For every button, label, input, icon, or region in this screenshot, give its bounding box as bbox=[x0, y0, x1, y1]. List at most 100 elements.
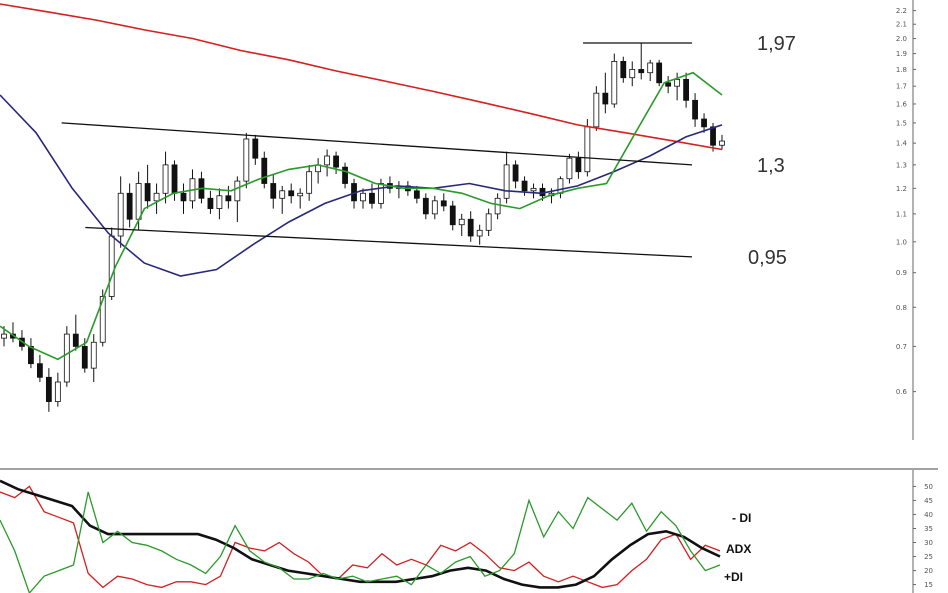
candle-body bbox=[656, 62, 663, 84]
indicator-legend: - DI ADX +DI bbox=[724, 511, 751, 584]
candle-body bbox=[431, 200, 438, 215]
price-panel: 2.2 2.1 2.0 1.9 1.8 1.7 1.6 1.5 1.4 1.3 1.2 1.1 1.0 0… bbox=[0, 0, 916, 440]
price-axis-tick-label: 1.2 bbox=[896, 185, 907, 193]
indicator-axis-tick-label: 15 bbox=[924, 581, 933, 589]
candle-body bbox=[422, 197, 429, 215]
moving-average-line bbox=[0, 94, 723, 277]
price-axis-tick-label: 1.3 bbox=[896, 161, 907, 169]
candle-body bbox=[602, 92, 609, 105]
candle-body bbox=[360, 192, 366, 202]
price-axis-tick-label: 2.0 bbox=[896, 35, 907, 43]
candle-body bbox=[342, 166, 348, 184]
indicator-axis-tick-label: 35 bbox=[924, 525, 933, 533]
price-axis: 2.2 2.1 2.0 1.9 1.8 1.7 1.6 1.5 1.4 1.3 1.2 1.1 1.0 0… bbox=[896, 0, 916, 440]
candle-body bbox=[243, 138, 250, 182]
candle-body bbox=[665, 82, 672, 87]
candle-body bbox=[413, 190, 420, 199]
candle-body bbox=[144, 183, 151, 202]
candle-body bbox=[45, 376, 52, 402]
candle-body bbox=[225, 195, 232, 202]
candle-body bbox=[710, 126, 716, 146]
candle-body bbox=[485, 213, 492, 231]
candle-body bbox=[440, 200, 447, 207]
candle-body bbox=[135, 183, 142, 220]
candle-body bbox=[279, 190, 286, 199]
candle-body bbox=[153, 192, 160, 202]
candle-body bbox=[234, 180, 241, 202]
candle-body bbox=[108, 235, 115, 297]
candle-body bbox=[90, 341, 97, 369]
candle-body bbox=[449, 205, 456, 226]
price-axis-tick-label: 1.6 bbox=[896, 100, 908, 108]
candle-body bbox=[63, 333, 70, 383]
price-axis-tick-label: 2.1 bbox=[896, 21, 907, 29]
price-axis-tick-label: 1.0 bbox=[896, 238, 907, 246]
candle-body bbox=[306, 171, 313, 194]
candle-body bbox=[566, 157, 573, 180]
candle-body bbox=[557, 178, 564, 194]
candle-body bbox=[584, 126, 591, 173]
series-label: +DI bbox=[724, 570, 743, 584]
candle-body bbox=[252, 138, 259, 159]
level-labels: 1,97 1,3 0,95 bbox=[748, 33, 796, 269]
candle-body bbox=[54, 381, 61, 402]
price-axis-tick-label: 0.8 bbox=[896, 304, 907, 312]
candle-body bbox=[333, 155, 339, 168]
candle-body bbox=[467, 218, 474, 237]
candle-body bbox=[72, 333, 79, 347]
candle-body bbox=[216, 195, 223, 209]
candle-body bbox=[620, 61, 627, 79]
price-axis-tick-label: 1.1 bbox=[896, 210, 907, 218]
price-axis-tick-label: 1.5 bbox=[896, 119, 907, 127]
indicator-axis-tick-label: 45 bbox=[924, 497, 933, 505]
candle-body bbox=[611, 61, 618, 105]
indicator-line bbox=[0, 491, 721, 593]
candle-body bbox=[674, 78, 681, 87]
price-axis-tick-label: 0.6 bbox=[896, 388, 908, 396]
indicator-axis-tick-label: 20 bbox=[924, 567, 933, 575]
candle-body bbox=[297, 192, 304, 197]
series-label: ADX bbox=[726, 542, 751, 556]
candle-body bbox=[719, 140, 725, 146]
candle-body bbox=[324, 155, 331, 166]
candle-body bbox=[180, 192, 187, 202]
price-axis-tick-label: 2.2 bbox=[896, 7, 907, 15]
lower-trendline bbox=[85, 226, 693, 258]
candle-body bbox=[683, 78, 689, 101]
candle-body bbox=[701, 118, 707, 128]
candle-body bbox=[288, 190, 295, 197]
indicator-axis-tick-label: 50 bbox=[924, 483, 933, 491]
candle-body bbox=[37, 363, 43, 378]
candle-body bbox=[512, 164, 519, 182]
moving-average-line bbox=[0, 71, 723, 361]
candle-body bbox=[458, 218, 465, 226]
level-label: 0,95 bbox=[748, 247, 787, 269]
candle-body bbox=[270, 183, 277, 199]
candle-body bbox=[530, 187, 537, 192]
candle-body bbox=[503, 164, 510, 199]
candle-body bbox=[207, 197, 214, 209]
candle-body bbox=[28, 346, 34, 365]
indicator-panel: 50 45 40 35 30 25 20 15 - DI ADX +DI bbox=[0, 470, 933, 593]
candle-body bbox=[593, 92, 600, 128]
candle-body bbox=[521, 180, 528, 192]
price-axis-tick-label: 1.4 bbox=[896, 140, 908, 148]
indicator-axis-tick-label: 30 bbox=[924, 539, 933, 547]
price-axis-tick-label: 1.9 bbox=[896, 50, 907, 58]
candle-body bbox=[476, 229, 483, 237]
price-candles bbox=[1, 42, 725, 412]
indicator-line bbox=[0, 485, 721, 589]
candle-body bbox=[162, 164, 169, 194]
level-label: 1,3 bbox=[757, 155, 785, 177]
candle-body bbox=[629, 69, 636, 79]
trend-lines bbox=[61, 42, 693, 258]
indicator-axis-tick-label: 40 bbox=[924, 511, 933, 519]
price-axis-tick-label: 0.9 bbox=[896, 269, 907, 277]
series-label: - DI bbox=[732, 511, 751, 525]
price-axis-tick-label: 0.7 bbox=[896, 343, 907, 351]
price-axis-tick-label: 1.8 bbox=[896, 66, 907, 74]
candle-body bbox=[378, 183, 384, 204]
upper-trendline bbox=[61, 122, 693, 166]
